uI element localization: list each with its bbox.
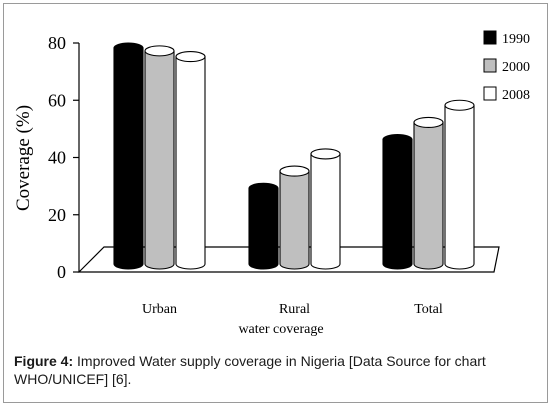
chart: 0 20 40 60 80 Urban Rural Total Coverage (%) w… [13,30,530,337]
bar-cap [382,134,413,146]
caption-label: Figure 4: [14,353,74,369]
category-label-total: Total [414,302,443,317]
bar-cap [279,165,310,177]
bar-total-1990 [382,134,413,270]
x-axis-label: water coverage [238,322,323,337]
legend-label-1990: 1990 [502,32,530,47]
bar-body [144,50,175,270]
bar-body [248,187,279,270]
bar-rural-2000 [279,165,310,270]
bar-rural-1990 [248,182,279,270]
y-tick-label: 60 [48,90,66,110]
caption-text: Improved Water supply coverage in Nigeri… [14,353,486,387]
bar-body [382,139,413,270]
bar-body [310,153,341,270]
legend-label-2000: 2000 [502,60,530,75]
legend: 1990 2000 2008 [483,30,530,103]
bar-cap [113,42,144,54]
bar-cap [310,148,341,160]
y-ticks: 0 20 40 60 80 [48,33,79,282]
x-ticks: Urban Rural Total [142,302,443,317]
bar-body [279,170,310,270]
bar-cap [444,99,475,111]
legend-label-2008: 2008 [502,88,530,103]
bar-body [444,104,475,270]
bar-total-2008 [444,99,475,270]
y-tick-label: 20 [48,205,66,225]
bars [113,42,475,270]
bar-urban-1990 [113,42,144,270]
y-tick-label: 80 [48,33,66,53]
figure-caption: Figure 4: Improved Water supply coverage… [14,352,538,388]
bar-cap [175,51,206,63]
y-axis-label: Coverage (%) [13,105,34,211]
bar-urban-2000 [144,45,175,270]
bar-total-2000 [413,116,444,270]
bar-rural-2008 [310,148,341,270]
bar-cap [248,182,279,194]
category-label-urban: Urban [142,302,177,317]
bar-cap [413,116,444,128]
bar-body [413,121,444,270]
bar-cap [144,45,175,57]
bar-body [113,47,144,270]
legend-swatch-2000 [483,58,497,73]
bar-urban-2008 [175,51,206,270]
y-tick-label: 40 [48,148,66,168]
category-label-rural: Rural [279,302,310,317]
y-tick-label: 0 [57,262,66,282]
legend-swatch-2008 [483,86,497,101]
bar-body [175,56,206,270]
legend-swatch-1990 [483,30,497,45]
